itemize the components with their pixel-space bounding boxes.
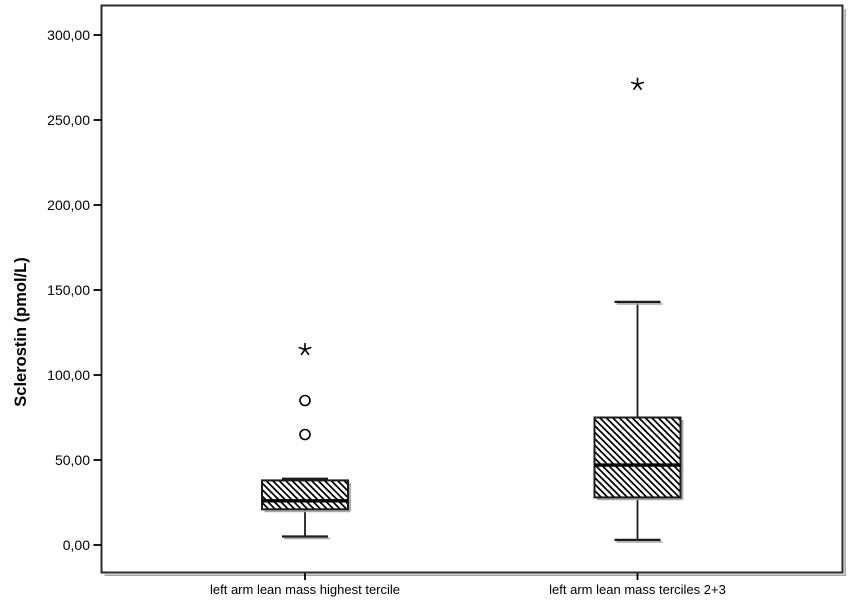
box-group xyxy=(261,342,351,540)
category-label: left arm lean mass terciles 2+3 xyxy=(549,582,726,597)
box-group xyxy=(593,77,684,543)
outlier-circle xyxy=(299,428,311,441)
extreme-star xyxy=(630,77,645,90)
y-tick-label: 100,00 xyxy=(47,367,90,383)
y-axis-title: Sclerostin (pmol/L) xyxy=(12,257,30,406)
y-tick-label: 150,00 xyxy=(47,282,90,298)
y-tick-label: 50,00 xyxy=(55,452,90,468)
y-tick-label: 0,00 xyxy=(63,537,90,553)
plot-frame xyxy=(100,4,844,574)
box xyxy=(593,416,682,499)
box xyxy=(261,479,349,511)
extreme-star xyxy=(298,342,312,356)
category-label: left arm lean mass highest tercile xyxy=(210,582,400,597)
outlier-circle xyxy=(299,394,311,407)
y-tick-label: 200,00 xyxy=(47,197,90,213)
y-tick-label: 250,00 xyxy=(47,112,90,128)
y-tick-label: 300,00 xyxy=(47,27,90,43)
